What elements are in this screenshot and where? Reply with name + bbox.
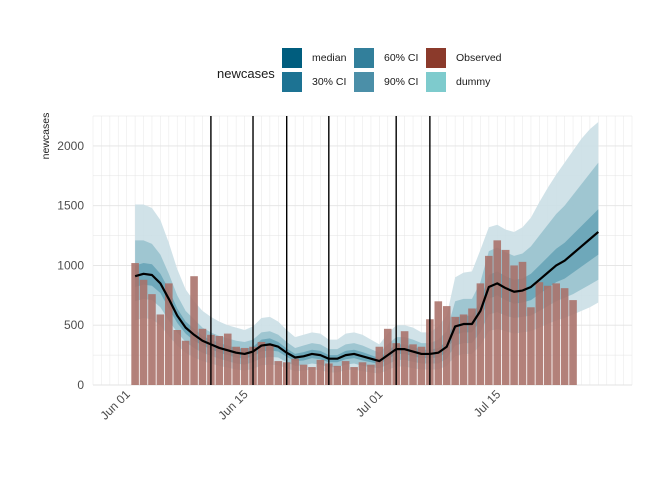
observed-bar — [417, 346, 426, 385]
observed-bar — [257, 341, 266, 385]
observed-bar — [333, 365, 342, 385]
observed-bar — [552, 283, 560, 385]
observed-bar — [560, 288, 569, 385]
observed-bar — [232, 346, 240, 385]
y-tick-label: 500 — [64, 318, 84, 332]
legend-title: newcases — [217, 66, 275, 81]
observed-bar — [181, 340, 190, 385]
legend-label-dummy: dummy — [456, 76, 491, 88]
legend-label-ci90: 90% CI — [384, 76, 419, 88]
observed-bar — [569, 300, 577, 385]
legend-item-median: median — [282, 48, 346, 68]
y-axis-label: newcases — [40, 113, 52, 160]
observed-bar — [341, 361, 350, 385]
observed-bar — [190, 276, 198, 385]
observed-bar — [350, 367, 358, 385]
observed-bar — [383, 328, 392, 385]
legend-label-ci30: 30% CI — [312, 76, 347, 88]
observed-bar — [165, 283, 173, 385]
observed-bar — [299, 364, 308, 385]
legend-item-dummy: dummy — [426, 72, 490, 92]
observed-bar — [501, 249, 510, 385]
legend-item-observed: Observed — [426, 48, 502, 68]
legend-label-observed: Observed — [456, 52, 502, 64]
observed-bar — [148, 294, 156, 385]
legend-item-ci60: 60% CI — [354, 48, 418, 68]
median-line — [134, 231, 600, 363]
x-tick-label: Jun 15 — [215, 387, 251, 423]
observed-bar — [400, 331, 409, 385]
observed-bar — [240, 347, 249, 385]
observed-bar — [308, 367, 316, 385]
observed-bar — [485, 255, 493, 385]
legend-key-observed — [426, 48, 446, 68]
y-tick-label: 1000 — [57, 258, 84, 272]
observed-bar — [367, 364, 375, 385]
legend-key-ci60 — [354, 48, 374, 68]
observed-bar — [518, 261, 527, 385]
legend-label-ci60: 60% CI — [384, 52, 419, 64]
observed-bar — [434, 301, 443, 385]
observed-bar — [543, 285, 552, 385]
legend-label-median: median — [312, 52, 347, 64]
observed-bar — [451, 316, 459, 385]
observed-bar — [215, 335, 224, 385]
observed-bar — [527, 307, 535, 385]
legend-key-dummy — [426, 72, 446, 92]
observed-bar — [223, 333, 232, 385]
legend-key-median — [282, 48, 302, 68]
observed-bar — [198, 328, 207, 385]
observed-bar — [316, 359, 325, 385]
observed-bar — [358, 362, 367, 385]
legend-item-ci30: 30% CI — [282, 72, 346, 92]
observed-bar — [510, 265, 518, 385]
observed-bar — [291, 358, 299, 385]
observed-bar — [139, 279, 148, 385]
observed-bar — [131, 263, 139, 385]
x-tick-label: Jul 15 — [471, 387, 504, 420]
legend-item-ci90: 90% CI — [354, 72, 418, 92]
observed-bar — [493, 240, 502, 385]
observed-bar — [274, 361, 283, 385]
observed-bar — [375, 346, 384, 385]
observed-bar — [266, 345, 274, 385]
observed-bar — [173, 330, 182, 385]
y-tick-label: 2000 — [57, 139, 84, 153]
observed-bar — [409, 344, 417, 385]
y-tick-label: 0 — [77, 378, 84, 392]
x-tick-label: Jul 01 — [353, 387, 386, 420]
legend-key-ci90 — [354, 72, 374, 92]
observed-bar — [459, 314, 468, 385]
observed-bar — [156, 314, 165, 385]
observed-bar — [476, 283, 485, 385]
legend-key-ci30 — [282, 72, 302, 92]
y-tick-label: 1500 — [57, 199, 84, 213]
x-tick-label: Jun 01 — [97, 387, 133, 423]
observed-bar — [535, 282, 544, 385]
observed-bar — [468, 308, 476, 385]
